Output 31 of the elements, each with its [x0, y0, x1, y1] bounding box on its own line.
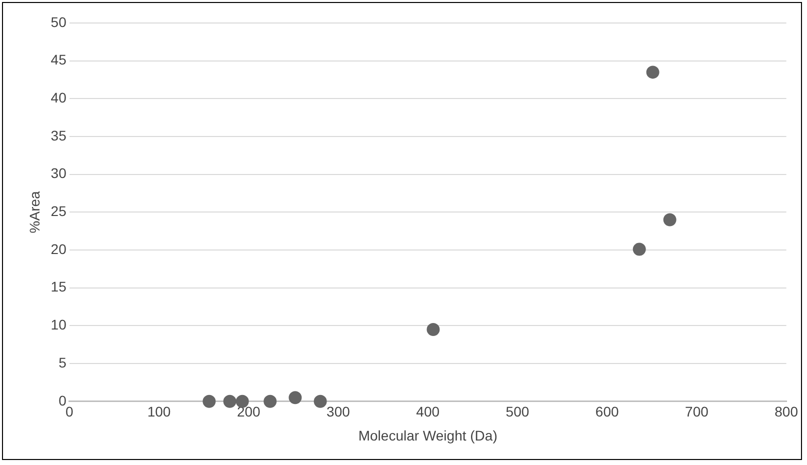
- point: [223, 394, 236, 408]
- y-tick-label: 20: [50, 240, 67, 257]
- point: [236, 394, 249, 408]
- y-tick-label: 30: [50, 165, 67, 182]
- x-tick-label: 400: [416, 404, 440, 420]
- x-tick-label: 500: [506, 404, 530, 420]
- y-tick-label: 5: [58, 354, 67, 370]
- x-tick-label: 600: [595, 404, 619, 420]
- x-tick-label: 100: [147, 404, 171, 420]
- y-tick-label: 0: [58, 392, 67, 408]
- point: [202, 394, 216, 408]
- point: [646, 66, 660, 79]
- y-tick-label: 45: [50, 52, 67, 68]
- x-axis-title: Molecular Weight (Da): [358, 427, 498, 444]
- y-tick-label: 35: [50, 127, 67, 144]
- x-tick-label: 200: [236, 404, 260, 420]
- point: [426, 323, 440, 336]
- point: [632, 242, 646, 256]
- x-tick-label: 700: [685, 404, 709, 420]
- y-axis-title: %Area: [26, 190, 42, 234]
- point: [314, 394, 327, 408]
- point: [288, 391, 302, 404]
- x-tick-label: 800: [774, 404, 798, 420]
- y-tick-label: 40: [50, 90, 67, 106]
- point: [663, 213, 676, 226]
- y-tick-label: 15: [50, 278, 67, 295]
- y-tick-label: 10: [50, 316, 67, 333]
- y-tick-label: 25: [50, 203, 67, 220]
- x-tick-label: 300: [326, 404, 350, 420]
- point: [264, 394, 277, 408]
- y-tick-label: 50: [50, 14, 67, 30]
